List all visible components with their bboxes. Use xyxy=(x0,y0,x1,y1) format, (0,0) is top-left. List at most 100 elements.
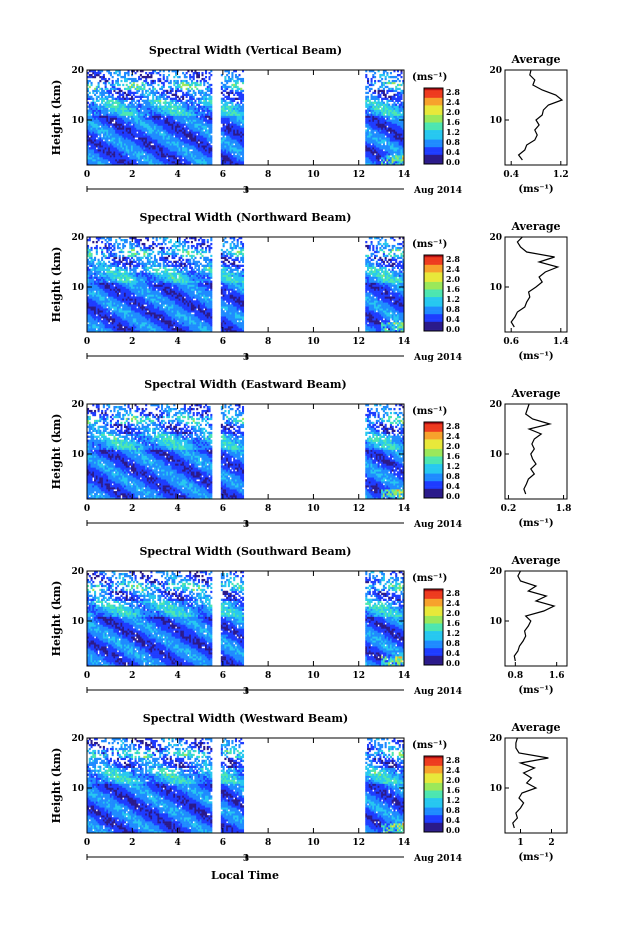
heatmap-cell xyxy=(376,145,378,147)
heatmap-cell xyxy=(367,155,369,157)
heatmap-cell xyxy=(159,125,161,127)
heatmap-cell xyxy=(110,281,112,283)
heatmap-cell xyxy=(120,123,122,125)
heatmap-cell xyxy=(120,302,122,304)
heatmap-cell xyxy=(182,159,184,161)
heatmap-cell xyxy=(133,161,135,163)
heatmap-cell xyxy=(140,157,142,159)
heatmap-cell xyxy=(233,108,235,110)
heatmap-cell xyxy=(238,106,240,108)
heatmap-cell xyxy=(386,147,388,149)
heatmap-cell xyxy=(168,135,170,137)
heatmap-cell xyxy=(200,133,202,135)
heatmap-cell xyxy=(226,114,228,116)
heatmap-cell xyxy=(392,131,394,133)
heatmap-cell xyxy=(89,125,91,127)
heatmap-cell xyxy=(221,151,223,153)
x-tick-label: 2 xyxy=(129,170,135,180)
heatmap-cell xyxy=(383,141,385,143)
heatmap-cell xyxy=(186,92,188,94)
heatmap-cell xyxy=(374,155,376,157)
heatmap-cell xyxy=(99,281,101,283)
heatmap-cell xyxy=(98,147,100,149)
heatmap-cell xyxy=(399,133,401,135)
heatmap-cell xyxy=(112,292,114,294)
heatmap-cell xyxy=(383,72,385,74)
heatmap-cell xyxy=(124,155,126,157)
heatmap-cell xyxy=(110,84,112,86)
heatmap-cell xyxy=(191,96,193,98)
heatmap-cell xyxy=(152,121,154,123)
heatmap-cell xyxy=(191,137,193,139)
heatmap-cell xyxy=(112,298,114,300)
heatmap-cell xyxy=(388,96,390,98)
heatmap-cell xyxy=(200,147,202,149)
heatmap-cell xyxy=(131,127,133,129)
heatmap-cell xyxy=(379,94,381,96)
heatmap-cell xyxy=(207,82,209,84)
heatmap-cell xyxy=(228,131,230,133)
heatmap-cell xyxy=(186,145,188,147)
heatmap-cell xyxy=(120,290,122,292)
colorbar-segment xyxy=(424,141,443,143)
heatmap-cell xyxy=(186,72,188,74)
heatmap-cell xyxy=(205,121,207,123)
heatmap-cell xyxy=(385,86,387,88)
heatmap-cell xyxy=(367,137,369,139)
heatmap-cell xyxy=(115,139,117,141)
heatmap-cell xyxy=(133,131,135,133)
heatmap-cell xyxy=(103,125,105,127)
heatmap-cell xyxy=(230,131,232,133)
heatmap-cell xyxy=(400,104,402,106)
heatmap-cell xyxy=(224,131,226,133)
heatmap-cell xyxy=(135,92,137,94)
colorbar-segment xyxy=(424,117,443,119)
heatmap-cell xyxy=(129,151,131,153)
heatmap-cell xyxy=(106,288,108,290)
heatmap-cell xyxy=(205,127,207,129)
heatmap-cell xyxy=(233,118,235,120)
heatmap-cell xyxy=(194,139,196,141)
heatmap-cell xyxy=(180,139,182,141)
heatmap-cell xyxy=(179,100,181,102)
heatmap-cell xyxy=(136,159,138,161)
heatmap-cell xyxy=(147,143,149,145)
heatmap-cell xyxy=(135,149,137,151)
heatmap-cell xyxy=(231,114,233,116)
heatmap-cell xyxy=(383,102,385,104)
heatmap-cell xyxy=(175,153,177,155)
heatmap-cell xyxy=(149,161,151,163)
heatmap-cell xyxy=(152,104,154,106)
heatmap-cell xyxy=(92,286,94,288)
heatmap-cell xyxy=(378,161,380,163)
heatmap-cell xyxy=(126,129,128,131)
heatmap-cell xyxy=(372,102,374,104)
heatmap-cell xyxy=(113,149,115,151)
heatmap-cell xyxy=(193,104,195,106)
heatmap-cell xyxy=(110,131,112,133)
heatmap-cell xyxy=(210,88,212,90)
heatmap-cell xyxy=(189,116,191,118)
heatmap-cell xyxy=(200,98,202,100)
heatmap-cell xyxy=(117,151,119,153)
heatmap-cell xyxy=(172,137,174,139)
heatmap-cell xyxy=(147,133,149,135)
heatmap-cell xyxy=(89,253,91,255)
x-tick-label: 0 xyxy=(84,170,90,180)
heatmap-cell xyxy=(101,249,103,251)
heatmap-cell xyxy=(91,279,93,281)
heatmap-cell xyxy=(186,106,188,108)
heatmap-cell xyxy=(372,108,374,110)
heatmap-cell xyxy=(228,137,230,139)
heatmap-cell xyxy=(113,161,115,163)
heatmap-cell xyxy=(147,108,149,110)
heatmap-cell xyxy=(152,108,154,110)
heatmap-cell xyxy=(115,153,117,155)
heatmap-cell xyxy=(381,119,383,121)
heatmap-cell xyxy=(379,155,381,157)
heatmap-cell xyxy=(371,119,373,121)
heatmap-cell xyxy=(191,151,193,153)
heatmap-cell xyxy=(200,153,202,155)
heatmap-cell xyxy=(108,324,110,326)
heatmap-cell xyxy=(157,100,159,102)
